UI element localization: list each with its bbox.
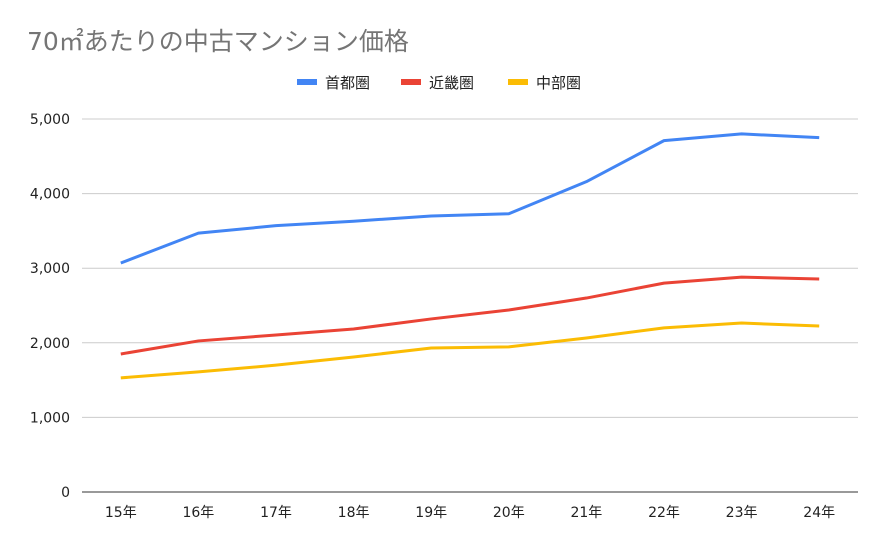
- x-tick-label: 24年: [803, 505, 835, 521]
- x-tick-label: 17年: [260, 505, 292, 521]
- series-line-2: [120, 275, 820, 356]
- x-tick-label: 23年: [726, 505, 758, 521]
- legend-swatch: [297, 79, 317, 85]
- y-tick-label: 5,000: [30, 112, 70, 128]
- x-tick-label: 22年: [648, 505, 680, 521]
- x-tick-label: 19年: [415, 505, 447, 521]
- y-tick-label: 4,000: [30, 187, 70, 203]
- legend-label: 首都圏: [325, 74, 370, 92]
- x-tick-label: 18年: [338, 505, 370, 521]
- series-line-3: [120, 321, 820, 380]
- y-tick-label: 3,000: [30, 261, 70, 277]
- y-tick-label: 2,000: [30, 336, 70, 352]
- legend-label: 近畿圏: [429, 74, 474, 92]
- legend-swatch: [508, 79, 528, 85]
- x-tick-label: 16年: [182, 505, 214, 521]
- x-tick-label: 20年: [493, 505, 525, 521]
- series-line-1: [120, 132, 820, 265]
- legend-label: 中部圏: [536, 74, 581, 92]
- x-tick-label: 15年: [105, 505, 137, 521]
- y-tick-label: 1,000: [30, 410, 70, 426]
- y-tick-label: 0: [61, 485, 70, 501]
- x-tick-label: 21年: [570, 505, 602, 521]
- legend-swatch: [401, 79, 421, 85]
- chart-title: 70㎡あたりの中古マンション価格: [27, 27, 409, 56]
